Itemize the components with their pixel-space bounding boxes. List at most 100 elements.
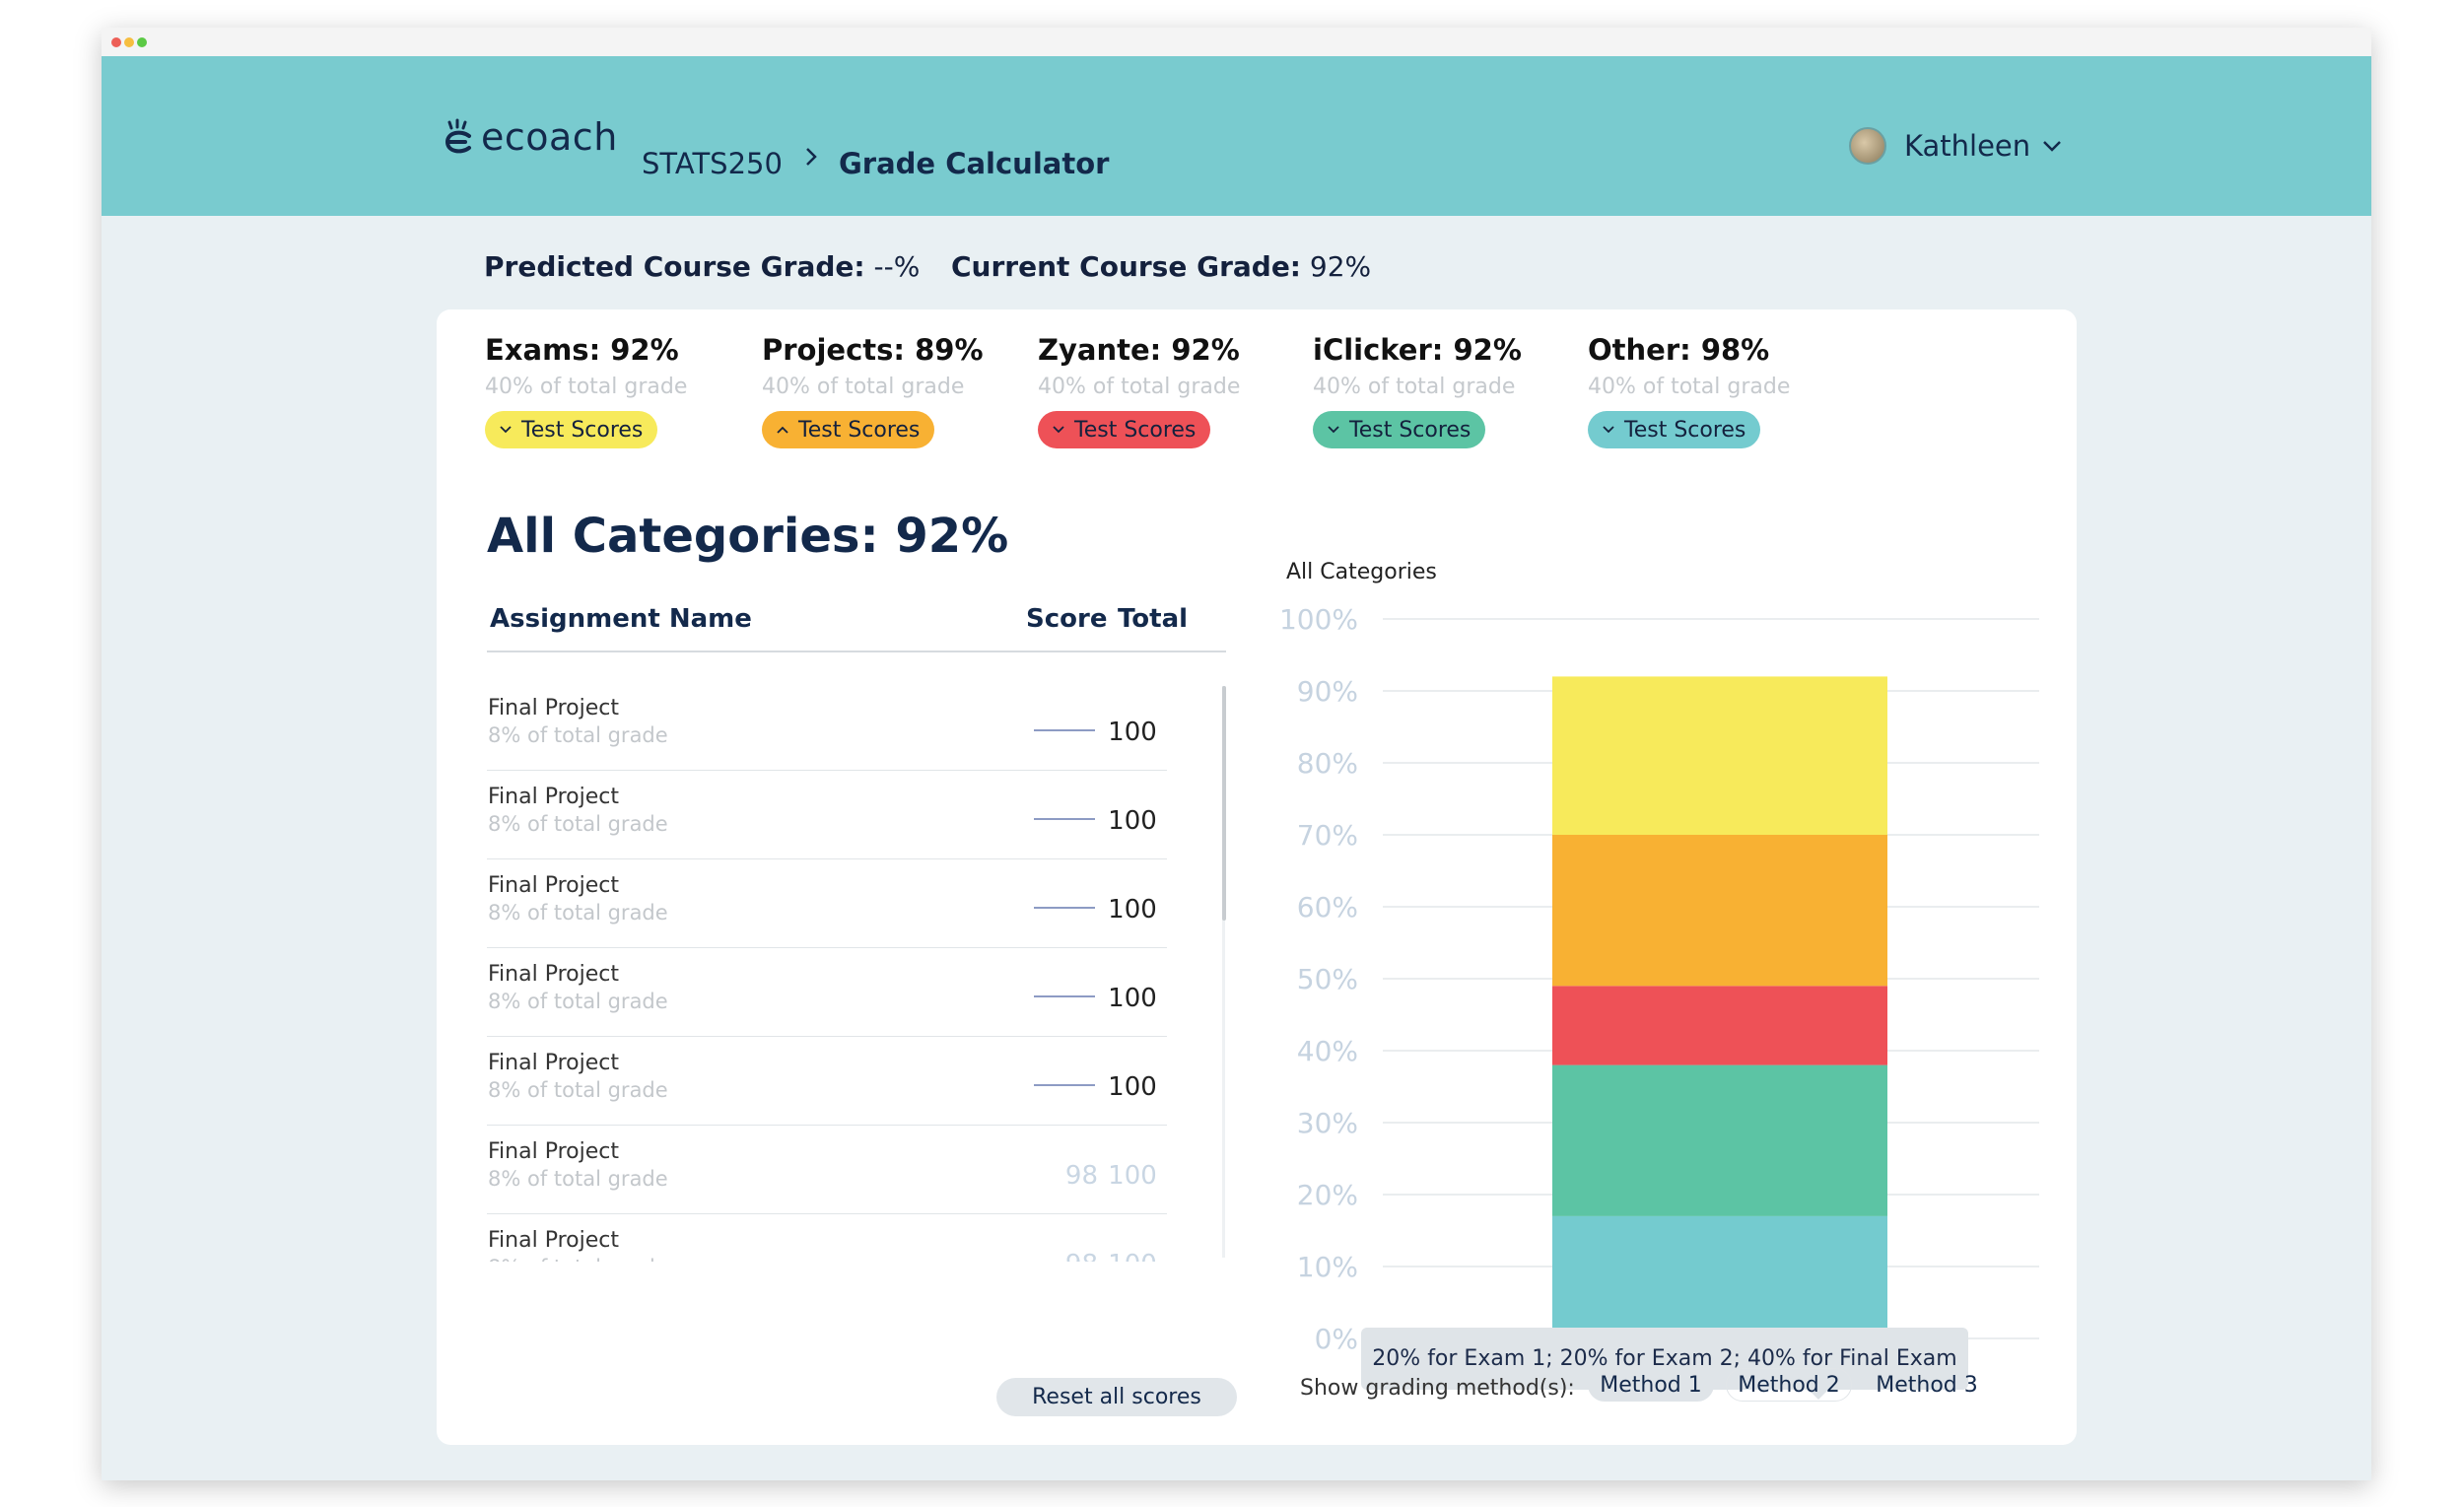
category-title: Zyante: 92% <box>1038 333 1240 367</box>
current-grade-label: Current Course Grade: <box>951 250 1302 283</box>
y-tick-label: 60% <box>1297 891 1358 924</box>
test-scores-toggle[interactable]: Test Scores <box>1038 411 1211 448</box>
category-1: Projects: 89% 40% of total grade Test Scor… <box>762 333 1028 448</box>
category-title: Other: 98% <box>1588 333 1770 367</box>
score-input[interactable] <box>1034 907 1095 909</box>
column-header-score: Score <box>1026 604 1108 634</box>
test-scores-toggle[interactable]: Test Scores <box>1313 411 1486 448</box>
bar-segment-4[interactable] <box>1552 676 1887 835</box>
grade-card: Exams: 92% 40% of total grade Test Scores P… <box>437 309 2077 1445</box>
assignment-name: Final Project <box>488 785 619 809</box>
predicted-grade-label: Predicted Course Grade: <box>484 250 865 283</box>
method-2-option[interactable]: Method 2 <box>1726 1368 1852 1402</box>
total-value: 100 <box>1108 806 1157 836</box>
breadcrumb-course[interactable]: STATS250 <box>642 147 783 180</box>
assignment-weight: 8% of total grade <box>488 1078 668 1102</box>
table-row[interactable]: Final Project 8% of total grade 98 100 <box>487 1126 1167 1214</box>
category-weight: 40% of total grade <box>762 375 965 399</box>
y-tick-label: 30% <box>1297 1107 1358 1139</box>
y-tick-label: 20% <box>1297 1179 1358 1211</box>
app-header: ecoach STATS250 Grade Calculator Kathlee… <box>102 56 2371 216</box>
category-title: Projects: 89% <box>762 333 984 367</box>
column-header-total: Total <box>1118 604 1189 634</box>
predicted-grade: Predicted Course Grade: --% <box>484 250 920 283</box>
assignment-name: Final Project <box>488 1139 619 1164</box>
assignment-weight: 8% of total grade <box>488 901 668 925</box>
bar-segment-1[interactable] <box>1552 1064 1887 1216</box>
score-value: 98 <box>1034 1250 1098 1262</box>
chevron-down-icon <box>1053 426 1064 434</box>
y-tick-label: 80% <box>1297 747 1358 780</box>
user-menu[interactable]: Kathleen <box>1849 127 2062 165</box>
category-weight: 40% of total grade <box>485 375 688 399</box>
y-tick-label: 10% <box>1297 1251 1358 1283</box>
current-grade: Current Course Grade: 92% <box>951 250 1371 283</box>
ecoach-logo[interactable]: ecoach <box>442 115 618 159</box>
chart-title: All Categories <box>1286 560 1437 584</box>
tooltip-tail <box>1809 1390 1828 1400</box>
chevron-down-icon <box>500 426 512 434</box>
close-window-dot[interactable] <box>111 37 121 47</box>
score-input[interactable] <box>1034 995 1095 997</box>
reset-scores-button[interactable]: Reset all scores <box>996 1378 1237 1416</box>
test-scores-toggle[interactable]: Test Scores <box>762 411 935 448</box>
y-tick-label: 70% <box>1297 819 1358 852</box>
score-input[interactable] <box>1034 818 1095 820</box>
chevron-down-icon <box>1328 426 1339 434</box>
assignment-name: Final Project <box>488 873 619 898</box>
assignment-name: Final Project <box>488 962 619 987</box>
category-title: Exams: 92% <box>485 333 679 367</box>
bar-segment-2[interactable] <box>1552 986 1887 1065</box>
bar-segment-0[interactable] <box>1552 1215 1887 1338</box>
table-row[interactable]: Final Project 8% of total grade 100 <box>487 682 1167 771</box>
score-input[interactable] <box>1034 729 1095 731</box>
table-row[interactable]: Final Project 8% of total grade 100 <box>487 1037 1167 1126</box>
total-value: 100 <box>1108 984 1157 1013</box>
predicted-grade-value: --% <box>873 250 921 283</box>
test-scores-toggle[interactable]: Test Scores <box>1588 411 1761 448</box>
assignment-weight: 8% of total grade <box>488 812 668 836</box>
method-1-option[interactable]: Method 1 <box>1588 1368 1714 1402</box>
bar-segment-3[interactable] <box>1552 835 1887 987</box>
assignment-list[interactable]: Final Project 8% of total grade 100 Final P… <box>487 682 1177 1262</box>
table-row[interactable]: Final Project 8% of total grade 100 <box>487 771 1167 859</box>
category-2: Zyante: 92% 40% of total grade Test Scores <box>1038 333 1304 448</box>
y-tick-label: 0% <box>1315 1323 1358 1355</box>
y-tick-label: 90% <box>1297 675 1358 708</box>
chevron-down-icon <box>2043 141 2062 152</box>
test-scores-toggle[interactable]: Test Scores <box>485 411 658 448</box>
grade-stacked-bar-chart: 0% 10% 20% 30% 40% 50% 60% 70% 80% 90% 100% <box>1279 605 2039 1355</box>
scrollbar-track[interactable] <box>1222 686 1225 1258</box>
table-row[interactable]: Final Project 8% of total grade 100 <box>487 948 1167 1037</box>
category-0: Exams: 92% 40% of total grade Test Scores <box>485 333 751 448</box>
page-title: Grade Calculator <box>839 147 1110 180</box>
total-value: 100 <box>1108 1161 1157 1191</box>
table-header-divider <box>487 651 1226 652</box>
category-weight: 40% of total grade <box>1313 375 1516 399</box>
test-scores-label: Test Scores <box>1074 417 1197 443</box>
chevron-right-icon <box>806 148 817 166</box>
test-scores-label: Test Scores <box>798 417 921 443</box>
total-value: 100 <box>1103 1250 1162 1262</box>
assignment-weight: 8% of total grade <box>488 990 668 1013</box>
category-weight: 40% of total grade <box>1588 375 1791 399</box>
assignment-weight: 8% of total grade <box>488 1256 668 1262</box>
assignment-weight: 8% of total grade <box>488 723 668 747</box>
test-scores-label: Test Scores <box>1624 417 1746 443</box>
minimize-window-dot[interactable] <box>124 37 134 47</box>
total-value: 100 <box>1108 1072 1157 1102</box>
score-value: 98 <box>1064 1161 1098 1191</box>
user-name: Kathleen <box>1904 129 2031 163</box>
chevron-down-icon <box>1603 426 1614 434</box>
total-value: 100 <box>1108 895 1157 925</box>
browser-window: ecoach STATS250 Grade Calculator Kathlee… <box>102 28 2371 1480</box>
table-row[interactable]: Final Project 8% of total grade 98 100 <box>487 1214 1167 1262</box>
score-input[interactable] <box>1034 1084 1095 1086</box>
table-row[interactable]: Final Project 8% of total grade 100 <box>487 859 1167 948</box>
logo-text: ecoach <box>481 115 618 159</box>
maximize-window-dot[interactable] <box>137 37 147 47</box>
category-4: Other: 98% 40% of total grade Test Scores <box>1588 333 1854 448</box>
method-3-option[interactable]: Method 3 <box>1876 1372 1978 1398</box>
scrollbar-thumb[interactable] <box>1222 686 1226 921</box>
grading-methods-label: Show grading method(s): <box>1300 1376 1575 1401</box>
